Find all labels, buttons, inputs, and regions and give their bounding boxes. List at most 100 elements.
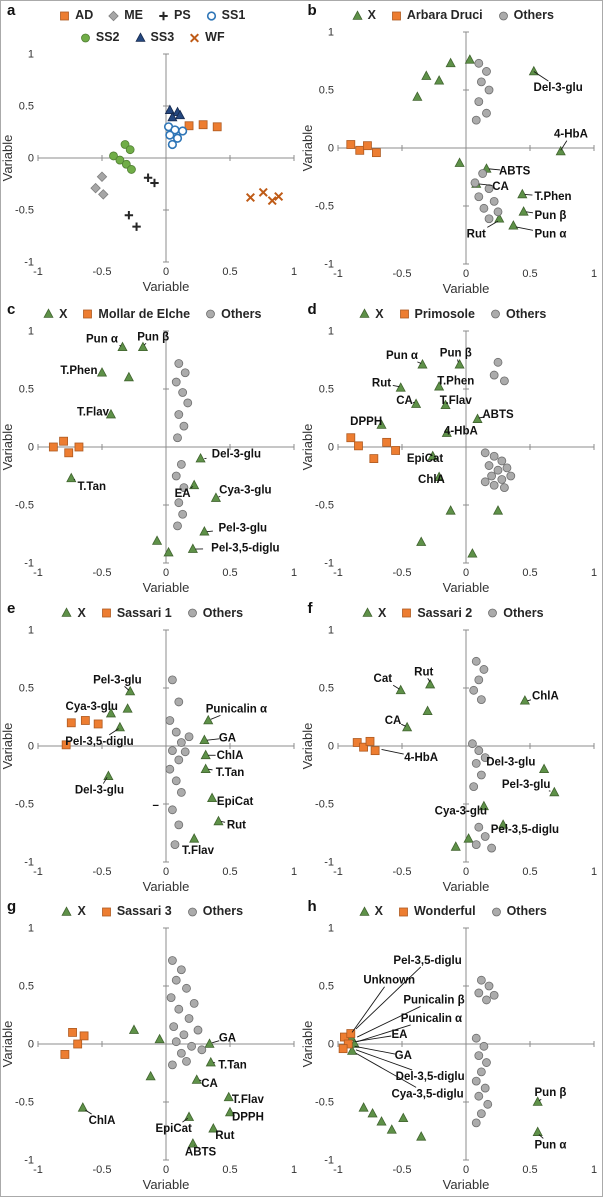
annotation-pun: Pun β [535,210,567,222]
legend-label: X [377,605,387,620]
annotation-cya-3-glu: Cya-3-glu [219,484,271,496]
legend-row: AD ME PS SS1 [57,4,245,26]
annotation-t-tan: T.Tan [218,1060,247,1072]
series-ad [184,120,222,132]
triangle-marker-icon [43,308,54,319]
annotation-rut: Rut [467,228,486,240]
y-tick-label: -0.5 [15,1097,34,1109]
annotation-epicat: EpiCat [155,1123,192,1135]
legend-label: Others [505,306,547,321]
y-tick-label: -0.5 [15,205,34,217]
annotation-punicalin: Punicalin β [404,995,465,1007]
annotation-pel-3-5-diglu: Pel-3,5-diglu [491,824,559,836]
triangle-marker-icon [134,31,146,42]
triangle-marker-icon [61,607,73,617]
annotation-pel-3-5-diglu: Pel-3,5-diglu [394,955,462,967]
y-axis-title: Variable [302,125,316,172]
legend-item-mollar-de-elche: Mollar de Elche [80,307,190,321]
circle-marker-icon [491,309,500,319]
series-arbara-druci [346,140,382,158]
panel-letter-a: a [7,2,16,19]
legend-item-x: X [59,904,86,918]
annotation-ea: EA [392,1029,408,1041]
legend-item-x: X [357,904,383,918]
y-tick-label: 0.5 [319,383,334,395]
legend-item-arbara-druci: Arbara Druci [389,8,483,22]
square-marker-icon [101,608,111,618]
circle-marker-icon [498,11,508,20]
annotation-t-tan: T.Tan [215,767,244,779]
legend-label: Others [513,8,554,22]
panel-d: d X Primosole Others -1 -1 -0.5 -0.5 0 0 0.5 0.5 1… [302,300,603,599]
x-tick-label: 1 [591,866,597,878]
annotation-punicalin: Punicalin α [205,703,266,715]
annotation-ca: CA [385,714,402,726]
legend-item-x: X [350,8,376,22]
y-axis-title: Variable [302,423,316,470]
legend-label: Others [202,904,244,919]
annotation-cat: Cat [374,673,393,685]
legend-label: Arbara Druci [406,8,483,22]
annotation-t-flav: T.Flav [182,844,215,856]
annotation-pun: Pun α [535,1140,567,1152]
panel-letter-b: b [307,2,317,19]
x-tick-label: -0.5 [92,866,111,878]
x-tick-label: 0.5 [523,268,538,280]
legend-e: X Sassari 1 Others [59,599,243,624]
y-tick-label: -1 [324,1155,334,1167]
axes: -1-1 -0.5 -0.5 0 0 0.5 0.5 1 1 Variable Variable [1,49,297,295]
circle-marker-icon [206,309,216,319]
legend-label: Others [202,605,244,620]
annotation-dpph: DPPH [350,416,382,428]
legend-item-ss1: SS1 [204,8,245,22]
annotation-4-hba: 4-HbA [405,752,439,764]
x-tick-label: 1 [291,567,297,579]
x-tick-label: 0 [163,266,169,278]
annotation-pun: Pun α [386,350,418,362]
legend-item-ss2: SS2 [78,30,120,44]
legend-label: AD [75,8,94,22]
legend-label: Others [506,904,547,919]
annotation-pun: Pun β [137,331,169,343]
plot-e: -1-1 -0.5 -0.5 0 0 0.5 0.5 1 1 Variable Variable Pe… [1,624,297,894]
square-marker-icon [392,11,401,20]
square-marker-icon [399,907,408,917]
y-tick-label: -1 [24,257,34,269]
x-axis-title: Variable [142,279,189,294]
triangle-marker-icon [359,308,370,319]
series-others [165,674,194,849]
x-tick-label: 1 [591,567,597,579]
x-axis-title: Variable [443,1177,490,1192]
plot-c: -1-1 -0.5 -0.5 0 0 0.5 0.5 1 1 Variable Variable Pu… [1,325,297,595]
legend-item-me: ME [106,8,143,22]
y-tick-label: 1 [28,325,34,337]
legend-label: Sassari 1 [116,605,172,620]
series-wf [245,187,283,206]
plot-g: -1-1 -0.5 -0.5 0 0 0.5 0.5 1 1 Variable Variable GA… [1,923,297,1193]
legend-b: X Arbara Druci Others [350,1,554,26]
legend-label: Sassari 2 [417,605,473,620]
x-tick-label: -0.5 [393,1164,412,1176]
x-tick-label: -1 [333,1164,343,1176]
x-tick-label: 0.5 [523,1164,538,1176]
annotation-unknown: Unknown [364,975,416,987]
x-tick-label: -0.5 [393,268,412,280]
x-tick-label: 0 [163,567,169,579]
annotation-ca: CA [396,395,413,407]
annotation-ea: EA [174,488,190,500]
panel-b: b X Arbara Druci Others -1 -1 -0.5 -0.5 0 0 0.5 0… [302,1,603,300]
x-tick-label: 1 [591,268,597,280]
annotation-epicat: EpiCat [217,796,254,808]
y-tick-label: -0.5 [15,798,34,810]
annotation-ca: CA [201,1078,218,1090]
panel-e: e X Sassari 1 Others -1 -1 -0.5 -0.5 0 0 0.5 0.5 1… [1,599,302,898]
square-marker-icon [402,608,412,618]
legend-label: X [77,605,86,620]
y-tick-label: -0.5 [15,499,34,511]
annotation-abts: ABTS [185,1147,217,1159]
legend-item-wf: WF [187,30,225,44]
y-tick-label: -0.5 [315,1097,334,1109]
legend-row: X Arbara Druci Others [350,4,554,26]
legend-row: X Wonderful Others [357,900,547,922]
annotation-del-3-glu: Del-3-glu [212,448,261,460]
